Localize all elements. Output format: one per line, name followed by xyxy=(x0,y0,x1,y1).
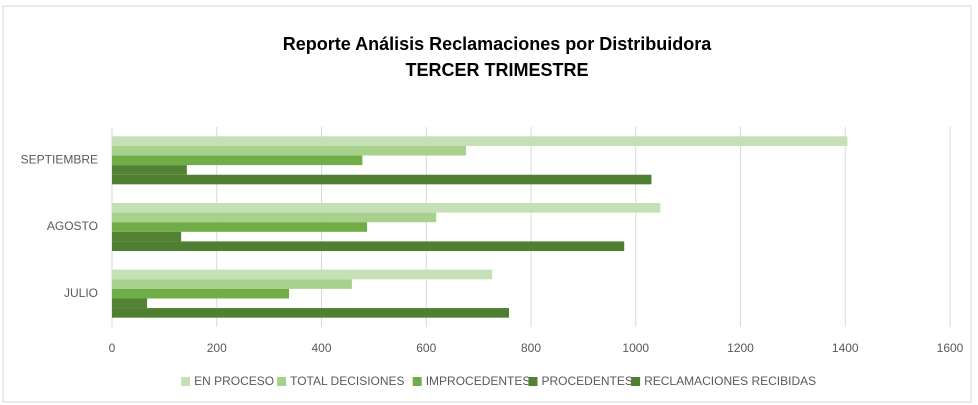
legend-swatch xyxy=(412,377,422,386)
legend-swatch xyxy=(181,377,191,386)
bar xyxy=(112,241,625,251)
y-tick-label: SEPTIEMBRE xyxy=(21,153,98,167)
chart-subtitle: TERCER TRIMESTRE xyxy=(405,60,588,80)
x-tick-label: 1400 xyxy=(832,341,859,355)
bar xyxy=(112,212,437,223)
x-tick-label: 0 xyxy=(109,341,116,355)
x-tick-label: 1000 xyxy=(622,341,649,355)
legend-label: IMPROCEDENTES xyxy=(426,374,531,388)
legend-label: PROCEDENTES xyxy=(542,374,633,388)
x-tick-label: 200 xyxy=(207,341,227,355)
bar xyxy=(112,174,652,185)
x-tick-label: 600 xyxy=(416,341,436,355)
bar xyxy=(112,308,510,318)
x-tick-label: 1600 xyxy=(937,341,964,355)
bar xyxy=(112,269,493,280)
bar xyxy=(112,231,182,242)
bar xyxy=(112,203,661,213)
bar xyxy=(112,222,368,232)
x-tick-label: 1200 xyxy=(727,341,754,355)
legend-label: EN PROCESO xyxy=(194,374,274,388)
y-tick-label: AGOSTO xyxy=(47,219,98,233)
bar xyxy=(112,165,187,175)
bar xyxy=(112,298,148,309)
bar xyxy=(112,279,352,289)
legend-label: TOTAL DECISIONES xyxy=(290,374,404,388)
bar xyxy=(112,155,363,166)
bar xyxy=(112,288,290,299)
legend-swatch xyxy=(631,377,641,386)
x-tick-label: 800 xyxy=(521,341,541,355)
bar xyxy=(112,136,848,146)
y-tick-label: JULIO xyxy=(64,286,98,300)
legend-swatch xyxy=(277,377,287,386)
chart-title: Reporte Análisis Reclamaciones por Distr… xyxy=(283,34,712,54)
legend-swatch xyxy=(528,377,538,386)
bar xyxy=(112,145,467,156)
x-tick-label: 400 xyxy=(311,341,331,355)
legend-label: RECLAMACIONES RECIBIDAS xyxy=(644,374,816,388)
